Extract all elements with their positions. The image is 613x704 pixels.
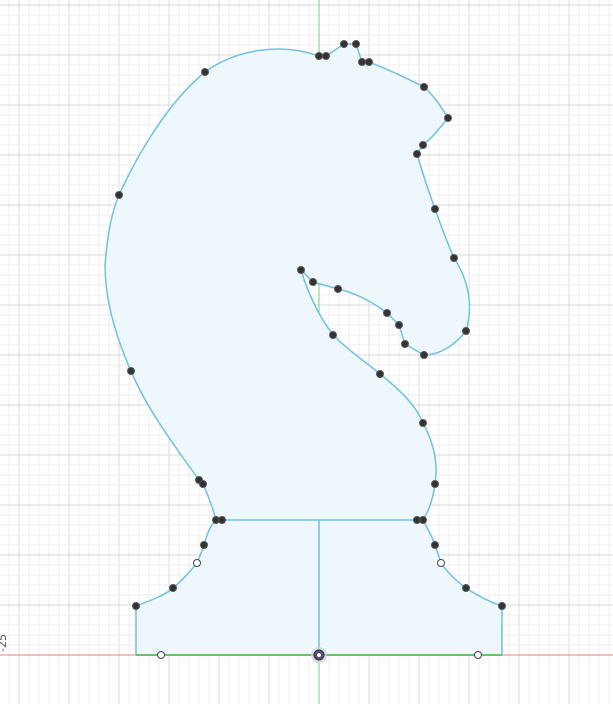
sketch-point[interactable] [376,370,384,378]
sketch-point[interactable] [401,340,409,348]
sketch-point[interactable] [420,83,428,91]
sketch-point[interactable] [315,52,323,60]
sketch-point[interactable] [115,191,123,199]
sketch-point[interactable] [419,419,427,427]
sketch-endpoint-open[interactable] [474,651,482,659]
sketch-endpoint-open[interactable] [437,559,445,567]
sketch-point[interactable] [462,327,470,335]
sketch-endpoint-open[interactable] [157,651,165,659]
sketch-point[interactable] [462,584,470,592]
sketch-point[interactable] [334,285,342,293]
origin-point-center [317,653,321,657]
sketch-point[interactable] [352,40,360,48]
sketch-point[interactable] [329,331,337,339]
sketch-point[interactable] [420,351,428,359]
sketch-point[interactable] [218,516,226,524]
sketch-point[interactable] [322,52,330,60]
sketch-point[interactable] [200,541,208,549]
sketch-point[interactable] [340,40,348,48]
sketch-point[interactable] [498,602,506,610]
sketch-point[interactable] [199,480,207,488]
sketch-points[interactable] [115,40,506,659]
sketch-point[interactable] [450,254,458,262]
sketch-point[interactable] [413,150,421,158]
sketch-point[interactable] [419,141,427,149]
sketch-point[interactable] [309,278,317,286]
sketch-point[interactable] [431,205,439,213]
sketch-point[interactable] [444,114,452,122]
sketch-point[interactable] [201,68,209,76]
sketch-point[interactable] [431,480,439,488]
sketch-point[interactable] [365,58,373,66]
sketch-point[interactable] [127,367,135,375]
sketch-point[interactable] [297,266,305,274]
sketch-point[interactable] [431,541,439,549]
sketch-endpoint-open[interactable] [193,559,201,567]
sketch-point[interactable] [395,321,403,329]
sketch-point[interactable] [132,602,140,610]
sketch-point[interactable] [358,58,366,66]
sketch-point[interactable] [419,516,427,524]
y-axis-tick-label: -25 [0,634,9,652]
sketch-point[interactable] [383,309,391,317]
sketch-point[interactable] [169,584,177,592]
